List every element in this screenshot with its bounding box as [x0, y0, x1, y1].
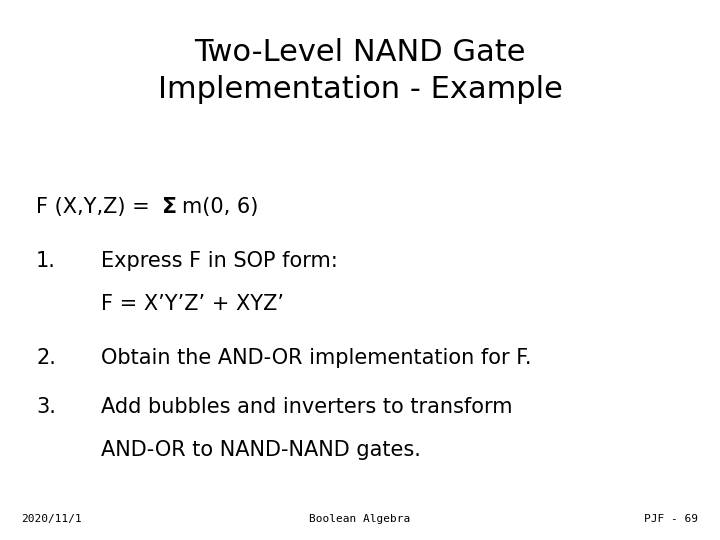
- Text: Boolean Algebra: Boolean Algebra: [310, 514, 410, 524]
- Text: 3.: 3.: [36, 397, 56, 417]
- Text: 2020/11/1: 2020/11/1: [22, 514, 82, 524]
- Text: Express F in SOP form:: Express F in SOP form:: [101, 251, 338, 271]
- Text: AND-OR to NAND-NAND gates.: AND-OR to NAND-NAND gates.: [101, 440, 420, 460]
- Text: Σ: Σ: [162, 197, 177, 217]
- Text: Add bubbles and inverters to transform: Add bubbles and inverters to transform: [101, 397, 513, 417]
- Text: m(0, 6): m(0, 6): [182, 197, 258, 217]
- Text: PJF - 69: PJF - 69: [644, 514, 698, 524]
- Text: F = X’Y’Z’ + XYZ’: F = X’Y’Z’ + XYZ’: [101, 294, 284, 314]
- Text: 1.: 1.: [36, 251, 56, 271]
- Text: 2.: 2.: [36, 348, 56, 368]
- Text: F (X,Y,Z) =: F (X,Y,Z) =: [36, 197, 156, 217]
- Text: Two-Level NAND Gate
Implementation - Example: Two-Level NAND Gate Implementation - Exa…: [158, 38, 562, 104]
- Text: Obtain the AND-OR implementation for F.: Obtain the AND-OR implementation for F.: [101, 348, 531, 368]
